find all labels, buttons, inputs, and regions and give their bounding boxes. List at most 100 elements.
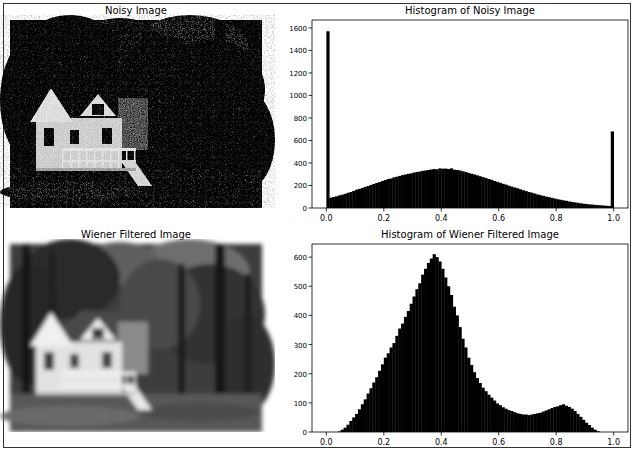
- histogram-bar: [415, 172, 418, 208]
- histogram-bar: [536, 413, 539, 432]
- figure: Noisy ImageHistogram of Noisy Image0.00.…: [0, 0, 634, 451]
- histogram-bar: [519, 189, 522, 208]
- tree-trunk: [245, 50, 251, 185]
- x-tick: [326, 208, 327, 212]
- histogram-bar: [479, 383, 482, 432]
- baluster: [110, 372, 112, 394]
- histogram-bar: [464, 347, 467, 432]
- histogram-bar: [490, 180, 493, 208]
- histogram-bar: [591, 205, 594, 208]
- y-tick-label: 0: [303, 429, 307, 437]
- y-tick: [309, 72, 313, 73]
- baluster: [78, 372, 80, 394]
- x-tick-label: 0.8: [550, 438, 563, 447]
- histogram-bar: [545, 410, 548, 432]
- histogram-bar: [352, 191, 355, 208]
- histogram-bar: [588, 425, 591, 432]
- histogram-bar: [461, 171, 464, 208]
- histogram-bar: [395, 177, 398, 208]
- x-tick-label: 0.6: [492, 438, 505, 447]
- y-tick: [309, 286, 313, 287]
- x-tick: [441, 208, 442, 212]
- histogram-bar: [510, 187, 513, 208]
- histogram-bar: [413, 173, 416, 208]
- histogram-bar: [594, 205, 597, 208]
- histogram-bar: [527, 192, 530, 208]
- histogram-bar: [344, 194, 347, 208]
- histogram-bar: [410, 304, 413, 432]
- y-tick: [309, 50, 313, 51]
- histogram-bar: [550, 198, 553, 208]
- figure-border: [4, 4, 631, 448]
- histogram-bars: [326, 31, 614, 208]
- x-tick: [326, 432, 327, 436]
- histogram-bar: [421, 275, 424, 432]
- histogram-bar: [372, 382, 375, 432]
- y-tick: [309, 95, 313, 96]
- histogram-bar: [410, 173, 413, 208]
- x-tick: [383, 432, 384, 436]
- window: [44, 128, 54, 146]
- histogram-bar: [502, 184, 505, 208]
- histogram-bar: [571, 202, 574, 208]
- y-tick-label: 200: [294, 182, 307, 190]
- y-tick: [309, 344, 313, 345]
- histogram-bar: [559, 200, 562, 208]
- histogram-bar: [453, 307, 456, 432]
- baluster: [102, 148, 104, 170]
- x-tick-label: 0.6: [492, 214, 505, 223]
- histogram-bar: [522, 190, 525, 208]
- histogram-bar: [585, 423, 588, 432]
- histogram-bar: [522, 415, 525, 432]
- stairs: [120, 160, 152, 186]
- histogram-bar: [441, 269, 444, 432]
- histogram-bar: [361, 404, 364, 432]
- y-tick: [309, 162, 313, 163]
- histogram-bar: [352, 417, 355, 432]
- histogram-bar: [390, 179, 393, 208]
- histogram-bar: [427, 263, 430, 432]
- y-tick-label: 500: [294, 283, 307, 291]
- histogram-bar: [493, 401, 496, 432]
- histogram-bar: [467, 358, 470, 432]
- x-tick-label: 1.0: [607, 214, 620, 223]
- histogram-bar: [487, 395, 490, 432]
- window: [44, 352, 54, 370]
- histogram-bar: [395, 336, 398, 432]
- histogram-bar: [525, 415, 528, 432]
- tree-trunk: [178, 264, 185, 404]
- histogram-bar: [473, 372, 476, 432]
- histogram-bar: [459, 327, 462, 432]
- histogram-bar: [599, 205, 602, 208]
- histogram-bar: [527, 415, 530, 432]
- histogram-bar: [519, 414, 522, 432]
- histogram-bar: [433, 254, 436, 432]
- histogram-bar: [404, 317, 407, 432]
- histogram-bar: [504, 185, 507, 208]
- baluster: [118, 148, 120, 170]
- baluster: [62, 148, 64, 170]
- histogram-bar: [499, 405, 502, 432]
- x-tick: [613, 432, 614, 436]
- ground-patch: [0, 406, 140, 426]
- histogram-bar: [530, 415, 533, 432]
- histogram-bar: [576, 203, 579, 208]
- histogram-bar: [349, 192, 352, 208]
- image: [0, 239, 275, 432]
- histogram-bar: [461, 339, 464, 432]
- window: [92, 328, 104, 339]
- histogram-bar: [415, 289, 418, 432]
- window: [70, 354, 79, 368]
- histogram-bar: [450, 295, 453, 432]
- y-tick-label: 300: [294, 342, 307, 350]
- x-tick-label: 1.0: [607, 438, 620, 447]
- histogram-bar: [470, 365, 473, 432]
- histogram-bar: [490, 398, 493, 432]
- house-side: [118, 322, 148, 374]
- baluster: [94, 148, 96, 170]
- y-tick: [309, 373, 313, 374]
- histogram-bar: [568, 201, 571, 208]
- histogram-bar: [464, 172, 467, 208]
- house-wall: [36, 118, 122, 170]
- tree-trunk: [215, 244, 225, 414]
